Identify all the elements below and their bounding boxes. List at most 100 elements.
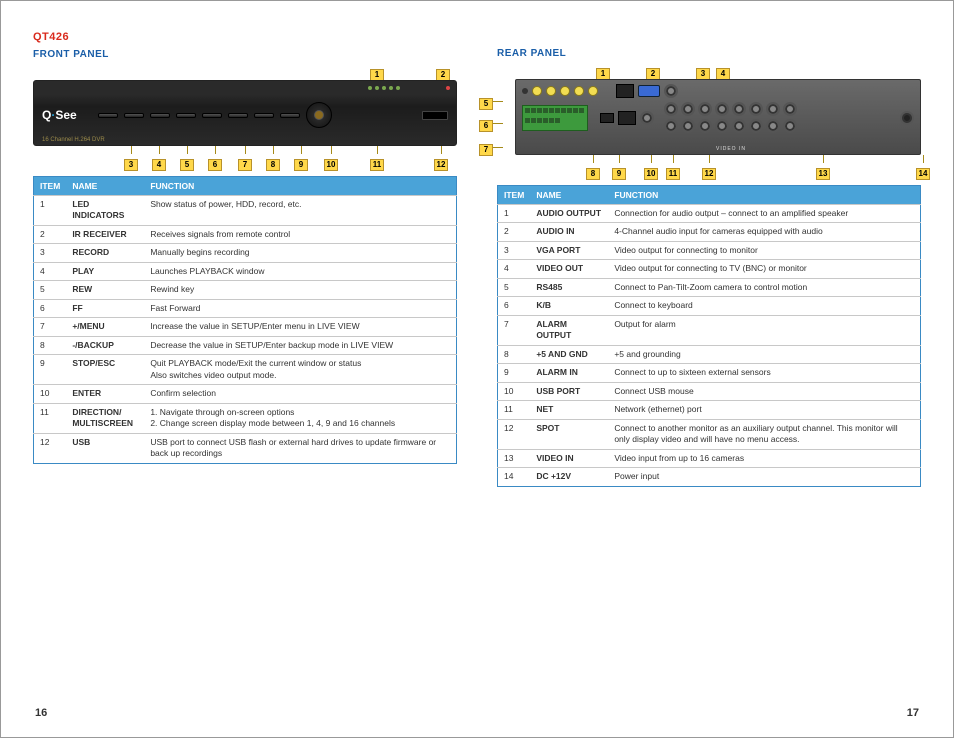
table-row: 1LED INDICATORSShow status of power, HDD… xyxy=(34,196,457,226)
cell-name: SPOT xyxy=(530,419,608,449)
cell-item: 1 xyxy=(498,205,531,223)
front-panel-title: FRONT PANEL xyxy=(33,49,457,60)
cell-function: Connect to keyboard xyxy=(608,297,920,315)
cell-function: Quit PLAYBACK mode/Exit the current wind… xyxy=(144,355,456,385)
cell-function: Output for alarm xyxy=(608,315,920,345)
model-code: QT426 xyxy=(33,31,457,43)
cell-function: Network (ethernet) port xyxy=(608,401,920,419)
col-function: FUNCTION xyxy=(608,186,920,205)
table-row: 5RS485Connect to Pan-Tilt-Zoom camera to… xyxy=(498,278,921,296)
cell-name: ENTER xyxy=(66,385,144,403)
cell-name: DIRECTION/ MULTISCREEN xyxy=(66,403,144,433)
cell-name: VGA PORT xyxy=(530,241,608,259)
direction-pad xyxy=(306,102,332,128)
callout-11: 11 xyxy=(665,155,681,181)
cell-function: Confirm selection xyxy=(144,385,456,403)
table-row: 4VIDEO OUTVideo output for connecting to… xyxy=(498,260,921,278)
table-row: 8+5 AND GND+5 and grounding xyxy=(498,345,921,363)
cell-name: USB xyxy=(66,433,144,463)
cell-function: Connection for audio output – connect to… xyxy=(608,205,920,223)
cell-name: NET xyxy=(530,401,608,419)
cell-function: Connect USB mouse xyxy=(608,382,920,400)
callout-14: 14 xyxy=(915,155,931,181)
cell-item: 2 xyxy=(498,223,531,241)
callout-7: 7 xyxy=(237,146,253,172)
callout-5: 5 xyxy=(179,146,195,172)
callout-13: 13 xyxy=(815,155,831,181)
table-row: 12USBUSB port to connect USB flash or ex… xyxy=(34,433,457,463)
table-row: 9STOP/ESCQuit PLAYBACK mode/Exit the cur… xyxy=(34,355,457,385)
cell-item: 14 xyxy=(498,468,531,486)
cell-item: 5 xyxy=(34,281,67,299)
cell-function: Video input from up to 16 cameras xyxy=(608,449,920,467)
cell-function: Launches PLAYBACK window xyxy=(144,262,456,280)
callout-8: 8 xyxy=(265,146,281,172)
table-row: 11DIRECTION/ MULTISCREEN1. Navigate thro… xyxy=(34,403,457,433)
cell-name: VIDEO IN xyxy=(530,449,608,467)
rear-panel-diagram: 1234 567 xyxy=(497,63,921,171)
cell-item: 6 xyxy=(498,297,531,315)
cell-item: 10 xyxy=(34,385,67,403)
table-row: 6FFFast Forward xyxy=(34,299,457,317)
callout-10: 10 xyxy=(643,155,659,181)
table-row: 10USB PORTConnect USB mouse xyxy=(498,382,921,400)
cell-function: 4-Channel audio input for cameras equipp… xyxy=(608,223,920,241)
table-row: 2AUDIO IN4-Channel audio input for camer… xyxy=(498,223,921,241)
table-row: 7ALARM OUTPUTOutput for alarm xyxy=(498,315,921,345)
callout-9: 9 xyxy=(293,146,309,172)
table-row: 1AUDIO OUTPUTConnection for audio output… xyxy=(498,205,921,223)
table-row: 9ALARM INConnect to up to sixteen extern… xyxy=(498,364,921,382)
cell-function: Manually begins recording xyxy=(144,244,456,262)
col-function: FUNCTION xyxy=(144,177,456,196)
cell-item: 12 xyxy=(498,419,531,449)
cell-name: K/B xyxy=(530,297,608,315)
cell-item: 12 xyxy=(34,433,67,463)
cell-name: REW xyxy=(66,281,144,299)
front-panel-diagram: 12 Q·See 16 Channel H.264 DVR xyxy=(33,64,457,162)
cell-item: 9 xyxy=(498,364,531,382)
cell-name: USB PORT xyxy=(530,382,608,400)
callout-10: 10 xyxy=(323,146,339,172)
cell-name: AUDIO IN xyxy=(530,223,608,241)
callout-7: 7 xyxy=(479,139,503,157)
cell-name: VIDEO OUT xyxy=(530,260,608,278)
rear-panel-title: REAR PANEL xyxy=(497,48,921,59)
table-row: 12SPOTConnect to another monitor as an a… xyxy=(498,419,921,449)
callout-4: 4 xyxy=(151,146,167,172)
qsee-logo: Q·See xyxy=(42,108,92,122)
cell-name: PLAY xyxy=(66,262,144,280)
front-panel-table: ITEM NAME FUNCTION 1LED INDICATORSShow s… xyxy=(33,176,457,464)
cell-item: 4 xyxy=(34,262,67,280)
cell-item: 2 xyxy=(34,225,67,243)
table-row: 3RECORDManually begins recording xyxy=(34,244,457,262)
callout-8: 8 xyxy=(585,155,601,181)
cell-function: Increase the value in SETUP/Enter menu i… xyxy=(144,318,456,336)
rear-panel-table: ITEM NAME FUNCTION 1AUDIO OUTPUTConnecti… xyxy=(497,185,921,487)
cell-item: 7 xyxy=(34,318,67,336)
page-number-left: 16 xyxy=(35,707,47,719)
cell-item: 9 xyxy=(34,355,67,385)
left-column: QT426 FRONT PANEL 12 Q·See xyxy=(33,31,457,487)
cell-function: 1. Navigate through on-screen options2. … xyxy=(144,403,456,433)
usb-slot xyxy=(422,111,448,120)
table-row: 5REWRewind key xyxy=(34,281,457,299)
cell-name: IR RECEIVER xyxy=(66,225,144,243)
cell-name: DC +12V xyxy=(530,468,608,486)
col-item: ITEM xyxy=(34,177,67,196)
cell-name: -/BACKUP xyxy=(66,336,144,354)
cell-name: LED INDICATORS xyxy=(66,196,144,226)
cell-name: RS485 xyxy=(530,278,608,296)
cell-item: 4 xyxy=(498,260,531,278)
table-row: 13VIDEO INVideo input from up to 16 came… xyxy=(498,449,921,467)
cell-function: Video output for connecting to monitor xyxy=(608,241,920,259)
cell-name: AUDIO OUTPUT xyxy=(530,205,608,223)
callout-5: 5 xyxy=(479,93,503,111)
table-row: 6K/BConnect to keyboard xyxy=(498,297,921,315)
cell-item: 11 xyxy=(498,401,531,419)
cell-name: RECORD xyxy=(66,244,144,262)
cell-item: 10 xyxy=(498,382,531,400)
col-item: ITEM xyxy=(498,186,531,205)
cell-function: Connect to up to sixteen external sensor… xyxy=(608,364,920,382)
cell-item: 1 xyxy=(34,196,67,226)
cell-name: ALARM IN xyxy=(530,364,608,382)
